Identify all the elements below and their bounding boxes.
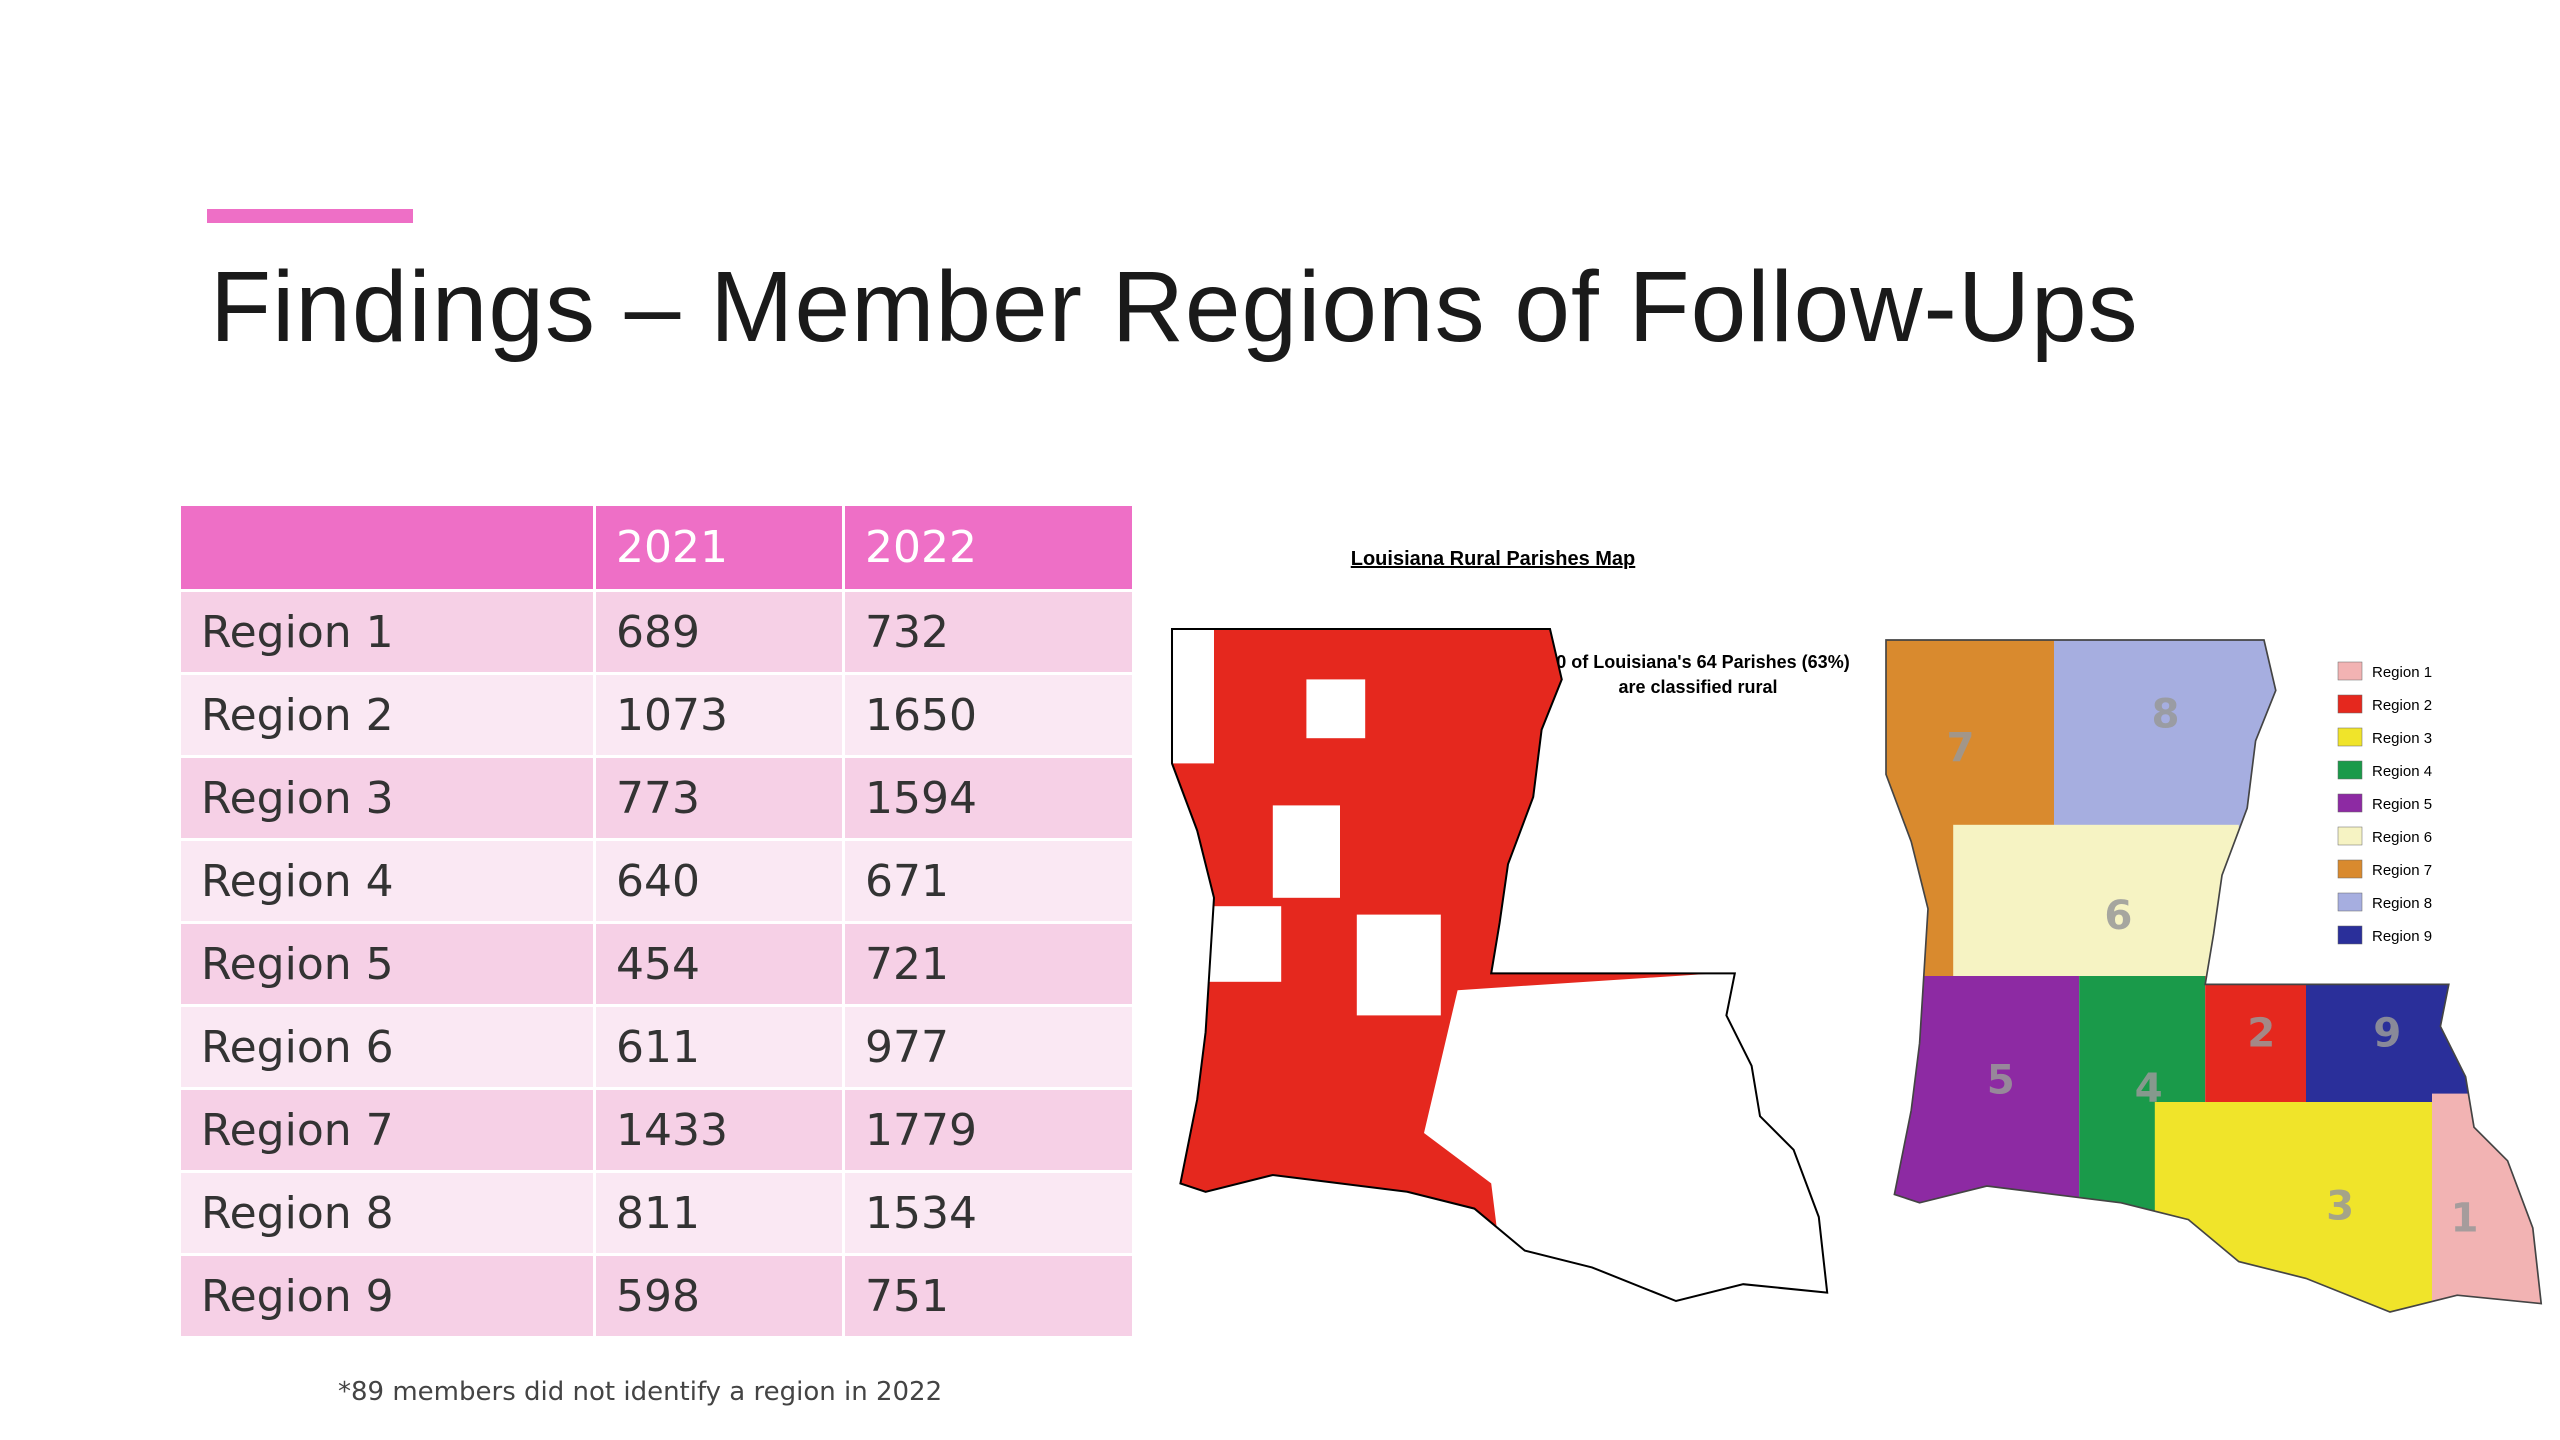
- accent-bar: [207, 209, 413, 223]
- table-cell: Region 1: [181, 592, 596, 675]
- legend-swatch: [2337, 826, 2363, 846]
- table-cell: 1594: [845, 758, 1135, 841]
- table-cell: Region 3: [181, 758, 596, 841]
- table-cell: Region 2: [181, 675, 596, 758]
- legend-label: Region 2: [2372, 697, 2432, 714]
- slide-title: Findings – Member Regions of Follow-Ups: [210, 251, 2139, 363]
- map-caption: are classified rural: [1618, 677, 1777, 697]
- table-cell: 1779: [845, 1090, 1135, 1173]
- table-cell: Region 7: [181, 1090, 596, 1173]
- table-cell: 1433: [596, 1090, 845, 1173]
- region-number: 4: [2135, 1065, 2163, 1112]
- legend-label: Region 1: [2372, 664, 2432, 681]
- table-cell: 721: [845, 924, 1135, 1007]
- table-cell: Region 4: [181, 841, 596, 924]
- region-number: 8: [2151, 690, 2179, 737]
- map-caption: 40 of Louisiana's 64 Parishes (63%): [1546, 652, 1849, 672]
- region-number: 9: [2373, 1010, 2401, 1057]
- legend-swatch: [2337, 694, 2363, 714]
- regions-table: 2021 2022 Region 1 689 732 Region 2 1073 1650…: [181, 506, 1135, 1339]
- table-cell: 773: [596, 758, 845, 841]
- table-cell: Region 8: [181, 1173, 596, 1256]
- table-row: Region 5 454 721: [181, 924, 1135, 1007]
- header-row: 2021 2022: [181, 506, 1135, 592]
- legend-label: Region 4: [2372, 763, 2432, 780]
- table-cell: 811: [596, 1173, 845, 1256]
- table-cell: Region 9: [181, 1256, 596, 1339]
- table-cell: Region 5: [181, 924, 596, 1007]
- table-row: Region 1 689 732: [181, 592, 1135, 675]
- legend-swatch: [2337, 727, 2363, 747]
- map-title: Louisiana Rural Parishes Map: [1351, 548, 1636, 570]
- header-cell: 2022: [845, 506, 1135, 592]
- table-cell: 1073: [596, 675, 845, 758]
- legend-swatch: [2337, 925, 2363, 945]
- legend-label: Region 5: [2372, 796, 2432, 813]
- region-map: 7 8 6 5 4 2 9 3 1: [1885, 639, 2543, 1313]
- legend-label: Region 8: [2372, 895, 2432, 912]
- table-cell: Region 6: [181, 1007, 596, 1090]
- legend-label: Region 3: [2372, 730, 2432, 747]
- table-cell: 689: [596, 592, 845, 675]
- header-cell: 2021: [596, 506, 845, 592]
- table-cell: 671: [845, 841, 1135, 924]
- header-cell: [181, 506, 596, 592]
- legend-swatch: [2337, 760, 2363, 780]
- legend-swatch: [2337, 661, 2363, 681]
- table-row: Region 3 773 1594: [181, 758, 1135, 841]
- table-cell: 751: [845, 1256, 1135, 1339]
- table-cell: 977: [845, 1007, 1135, 1090]
- table-row: Region 9 598 751: [181, 1256, 1135, 1339]
- region-number: 2: [2247, 1010, 2275, 1057]
- table-cell: 598: [596, 1256, 845, 1339]
- table-row: Region 8 811 1534: [181, 1173, 1135, 1256]
- table-cell: 640: [596, 841, 845, 924]
- region-number: 7: [1946, 724, 1974, 771]
- footnote: *89 members did not identify a region in…: [338, 1377, 943, 1407]
- table-cell: 732: [845, 592, 1135, 675]
- legend-label: Region 9: [2372, 928, 2432, 945]
- legend-swatch: [2337, 793, 2363, 813]
- region-number: 3: [2326, 1183, 2354, 1230]
- region-number: 5: [1987, 1057, 2015, 1104]
- table-cell: 1650: [845, 675, 1135, 758]
- table-row: Region 2 1073 1650: [181, 675, 1135, 758]
- table-cell: 1534: [845, 1173, 1135, 1256]
- table-row: Region 4 640 671: [181, 841, 1135, 924]
- table-row: Region 6 611 977: [181, 1007, 1135, 1090]
- legend-label: Region 6: [2372, 829, 2432, 846]
- region-number: 1: [2450, 1194, 2478, 1241]
- table-cell: 454: [596, 924, 845, 1007]
- rural-map: [1170, 627, 1829, 1303]
- legend-swatch: [2337, 859, 2363, 879]
- legend-swatch: [2337, 892, 2363, 912]
- table-row: Region 7 1433 1779: [181, 1090, 1135, 1173]
- legend-label: Region 7: [2372, 862, 2432, 879]
- region-number: 6: [2104, 892, 2132, 939]
- table-cell: 611: [596, 1007, 845, 1090]
